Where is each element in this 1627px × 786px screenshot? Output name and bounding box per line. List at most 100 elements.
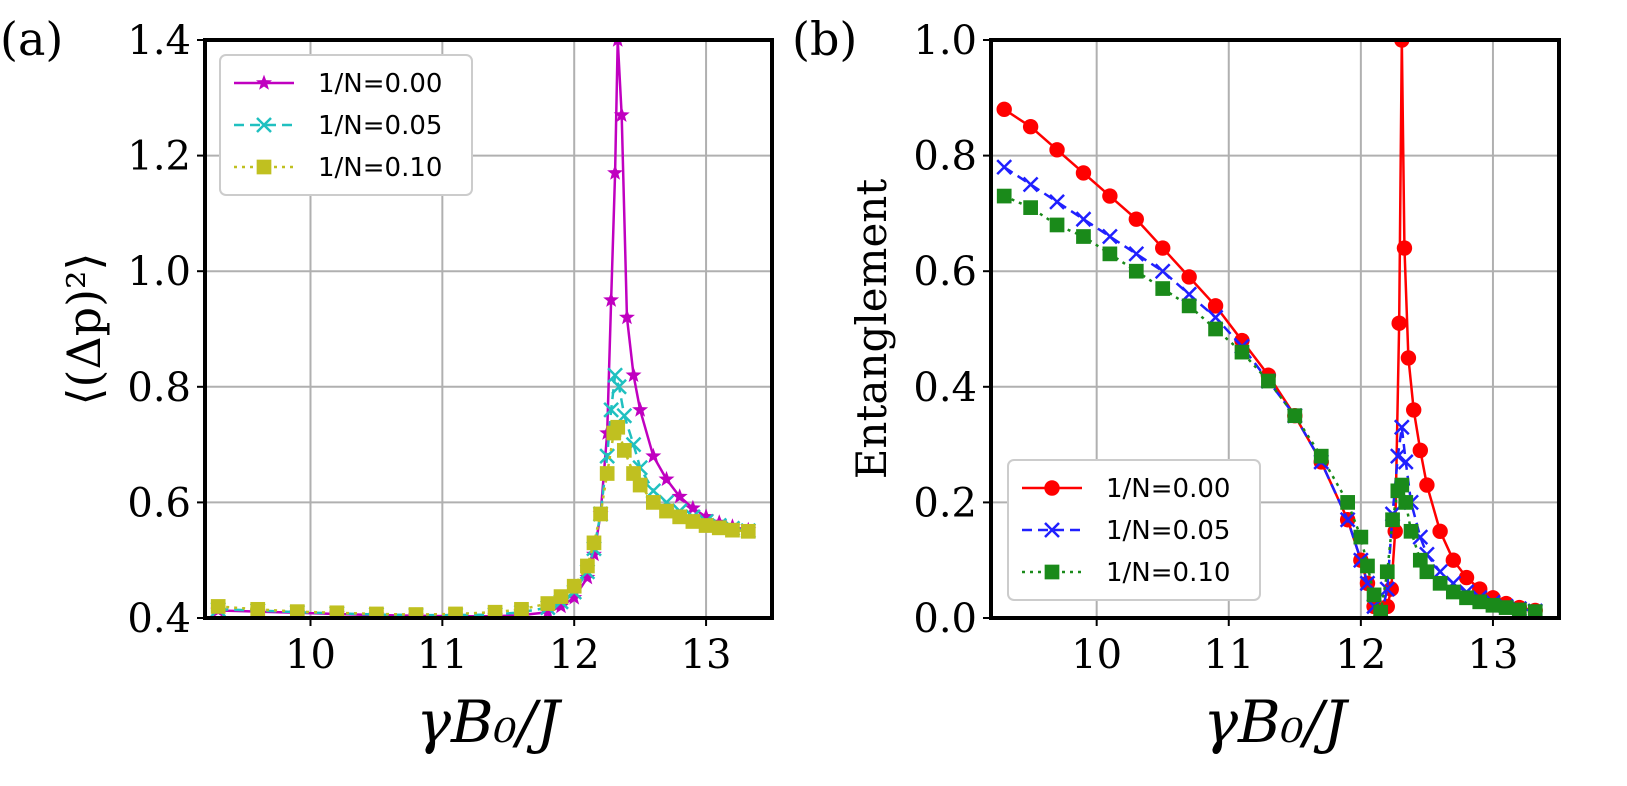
series-b-2-marker-16 xyxy=(1366,587,1382,603)
series-line-b-2 xyxy=(1003,194,1536,618)
series-a-0-marker-26 xyxy=(684,499,701,515)
series-b-0-marker-9 xyxy=(1234,332,1250,349)
legend-2-marker-0 xyxy=(256,159,272,175)
legend-2-marker-0 xyxy=(1044,564,1060,580)
series-b-2-marker-11 xyxy=(1287,408,1303,424)
series-a-0-marker-24 xyxy=(658,470,675,487)
legend-label-1: 1/N=0.05 xyxy=(1106,516,1230,546)
legend-b: 1/N=0.00 1/N=0.05 1/N=0.10 xyxy=(1007,459,1261,601)
x-tick-label-1: 11 xyxy=(417,632,468,678)
series-b-0-marker-25 xyxy=(1405,402,1422,418)
series-b-1-marker-3 xyxy=(1075,211,1092,228)
series-b-0-marker-26 xyxy=(1412,442,1429,459)
series-b-2-marker-8 xyxy=(1208,321,1223,337)
series-b-2-marker-0 xyxy=(996,188,1012,204)
series-b-0-marker-5 xyxy=(1128,211,1145,227)
series-b-0-marker-0 xyxy=(996,101,1012,118)
panel-label-a: (a) xyxy=(0,12,63,66)
series-b-1-marker-1 xyxy=(1022,176,1039,193)
series-b-2-marker-18 xyxy=(1379,564,1395,580)
series-b-2-marker-29 xyxy=(1472,594,1488,610)
series-a-0-marker-23 xyxy=(645,447,662,463)
series-b-0-marker-29 xyxy=(1445,552,1462,568)
legend-box-a xyxy=(219,54,473,196)
y-ticks-a: 0.4 0.6 0.8 1.0 1.2 1.4 xyxy=(127,18,205,642)
x-ticks-a: 10 11 12 13 xyxy=(285,618,732,678)
series-a-2-marker-10 xyxy=(553,589,569,604)
series-a-2-marker-8 xyxy=(514,601,529,617)
series-b-0-marker-24 xyxy=(1400,350,1417,366)
x-tick-label-3: 13 xyxy=(1468,632,1519,678)
series-a-2 xyxy=(210,419,756,618)
series-a-2-marker-24 xyxy=(685,514,701,529)
series-b-0-marker-1 xyxy=(1022,119,1039,135)
legend-label-1: 1/N=0.05 xyxy=(318,111,442,141)
x-tick-label-2: 12 xyxy=(549,632,600,678)
series-a-2-marker-26 xyxy=(711,520,727,536)
series-a-0-marker-25 xyxy=(671,488,688,504)
y-tick-label-0: 0.4 xyxy=(127,596,191,642)
series-b-1-marker-2 xyxy=(1049,193,1065,210)
series-b-2-marker-32 xyxy=(1512,602,1527,618)
series-b-2 xyxy=(996,188,1543,618)
series-b-2-marker-19 xyxy=(1385,512,1400,528)
series-a-2-marker-0 xyxy=(210,599,226,614)
series-b-2-marker-12 xyxy=(1313,448,1329,464)
x-axis-title-a: γB₀/J xyxy=(416,688,562,756)
series-b-0-marker-7 xyxy=(1181,269,1197,285)
series-b-0-marker-8 xyxy=(1207,298,1224,314)
series-b-1-marker-0 xyxy=(996,159,1013,176)
series-b-2-marker-30 xyxy=(1485,597,1501,613)
series-a-1-marker-18 xyxy=(611,378,627,395)
series-b-1-marker-5 xyxy=(1128,245,1145,262)
series-a-2-marker-23 xyxy=(672,509,688,525)
series-b-0-marker-6 xyxy=(1155,240,1171,256)
series-b-1-marker-13 xyxy=(1339,511,1356,528)
series-a-2-marker-3 xyxy=(329,605,345,618)
series-b-1-marker-6 xyxy=(1154,263,1171,280)
series-b-2-marker-13 xyxy=(1340,495,1356,510)
series-b-0-marker-28 xyxy=(1432,523,1448,539)
series-a-2-marker-15 xyxy=(599,466,615,481)
legend-label-0: 1/N=0.00 xyxy=(1106,474,1230,504)
series-group-a xyxy=(210,40,757,618)
series-a-2-marker-19 xyxy=(626,466,641,481)
series-a-2-marker-27 xyxy=(725,522,740,538)
y-ticks-b: 0.0 0.2 0.4 0.6 0.8 1.0 xyxy=(913,18,991,642)
series-a-0-marker-27 xyxy=(698,508,715,524)
series-b-2-marker-26 xyxy=(1432,575,1448,591)
series-b-2-marker-7 xyxy=(1181,298,1197,314)
legend-box-b xyxy=(1007,459,1261,601)
x-tick-label-2: 12 xyxy=(1335,632,1386,678)
series-b-2-marker-25 xyxy=(1419,564,1435,580)
plot-frame-a xyxy=(203,38,774,620)
y-tick-label-4: 1.2 xyxy=(127,134,191,180)
series-a-0-marker-19 xyxy=(613,106,630,122)
series-b-0-marker-27 xyxy=(1419,477,1435,493)
x-tick-label-0: 10 xyxy=(1071,632,1122,678)
y-tick-label-4: 0.8 xyxy=(913,134,977,180)
series-b-2-marker-14 xyxy=(1353,529,1369,545)
series-line-a-2 xyxy=(218,424,749,616)
series-a-1-marker-16 xyxy=(603,402,620,418)
series-b-2-marker-33 xyxy=(1527,604,1543,618)
x-ticks-b: 10 11 12 13 xyxy=(1071,618,1518,678)
panel-b: (b) 10 11 12 13 0.0 0.2 0.4 0.6 0.8 1.0 γB₀/J En… xyxy=(792,12,1561,756)
x-axis-title-b: γB₀/J xyxy=(1203,688,1349,756)
series-b-1-marker-20 xyxy=(1389,448,1406,465)
series-b-0-marker-30 xyxy=(1458,569,1475,586)
series-a-2-marker-22 xyxy=(659,503,674,519)
series-b-1-marker-22 xyxy=(1397,454,1414,470)
series-a-2-marker-9 xyxy=(540,596,556,611)
series-a-0-marker-11 xyxy=(566,589,583,605)
legend-1-marker-0 xyxy=(256,117,272,133)
series-a-2-marker-6 xyxy=(448,606,463,618)
y-tick-label-2: 0.8 xyxy=(127,365,191,411)
series-b-2-marker-5 xyxy=(1128,263,1144,279)
x-tick-label-1: 11 xyxy=(1203,632,1254,678)
legend-label-2: 1/N=0.10 xyxy=(318,153,442,183)
panel-a: (a) 10 11 12 13 0.4 0.6 0.8 1.0 1.2 1.4 γB₀/J ⟨(… xyxy=(0,12,774,756)
series-b-2-marker-22 xyxy=(1398,495,1414,510)
series-b-2-marker-21 xyxy=(1394,477,1410,493)
